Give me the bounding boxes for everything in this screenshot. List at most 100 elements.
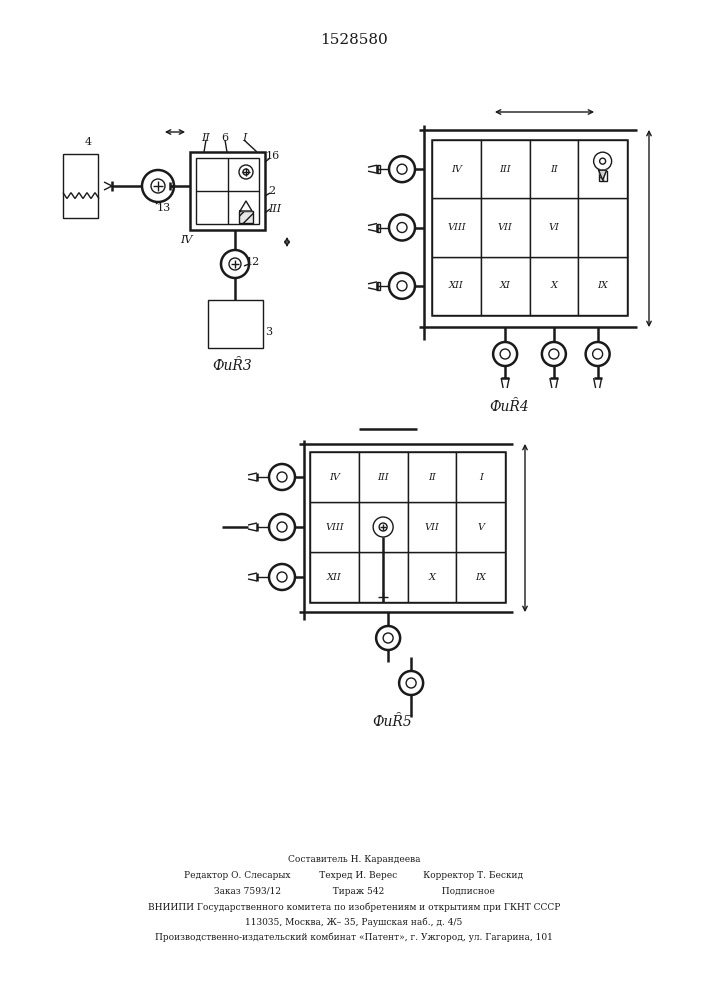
Bar bbox=[310, 502, 358, 552]
Circle shape bbox=[151, 179, 165, 193]
Bar bbox=[377, 282, 380, 290]
Bar bbox=[310, 452, 358, 502]
Text: ФиȒ3: ФиȒ3 bbox=[212, 359, 252, 373]
Bar bbox=[481, 198, 530, 257]
Text: 12: 12 bbox=[246, 257, 260, 267]
Circle shape bbox=[592, 349, 602, 359]
Text: I: I bbox=[479, 473, 483, 482]
Circle shape bbox=[142, 170, 174, 202]
Circle shape bbox=[373, 517, 393, 537]
Text: I: I bbox=[242, 133, 246, 143]
Circle shape bbox=[549, 349, 559, 359]
Bar bbox=[456, 452, 505, 502]
Circle shape bbox=[600, 158, 606, 164]
Circle shape bbox=[269, 514, 295, 540]
Text: IV: IV bbox=[329, 473, 340, 482]
Circle shape bbox=[594, 152, 612, 170]
Bar bbox=[432, 140, 481, 198]
Text: Заказ 7593/12                  Тираж 542                    Подписное: Заказ 7593/12 Тираж 542 Подписное bbox=[214, 888, 494, 896]
Circle shape bbox=[243, 169, 249, 175]
Text: 13: 13 bbox=[157, 203, 171, 213]
Bar bbox=[578, 198, 627, 257]
Circle shape bbox=[389, 273, 415, 299]
Bar bbox=[239, 211, 253, 223]
Bar bbox=[481, 140, 530, 198]
Circle shape bbox=[277, 522, 287, 532]
Bar bbox=[377, 165, 380, 173]
Text: VII: VII bbox=[424, 522, 439, 532]
Bar bbox=[456, 552, 505, 602]
Text: 1528580: 1528580 bbox=[320, 33, 388, 47]
Text: IV: IV bbox=[180, 235, 192, 245]
Bar bbox=[578, 257, 627, 315]
Circle shape bbox=[500, 349, 510, 359]
Text: XII: XII bbox=[449, 281, 464, 290]
Circle shape bbox=[277, 572, 287, 582]
Text: X: X bbox=[428, 572, 436, 582]
Circle shape bbox=[389, 215, 415, 240]
Circle shape bbox=[542, 342, 566, 366]
Circle shape bbox=[221, 250, 249, 278]
Bar bbox=[407, 552, 456, 602]
Circle shape bbox=[399, 671, 423, 695]
Bar bbox=[432, 257, 481, 315]
Circle shape bbox=[379, 523, 387, 531]
Text: X: X bbox=[550, 281, 557, 290]
Text: 2: 2 bbox=[269, 186, 276, 196]
Bar bbox=[530, 198, 578, 257]
Circle shape bbox=[229, 258, 241, 270]
Bar bbox=[358, 552, 407, 602]
Bar bbox=[530, 140, 578, 198]
Bar bbox=[208, 300, 263, 348]
Text: ФиȒ4: ФиȒ4 bbox=[489, 400, 529, 414]
Bar bbox=[599, 171, 607, 181]
Text: VIII: VIII bbox=[447, 223, 466, 232]
Circle shape bbox=[585, 342, 609, 366]
Bar bbox=[432, 140, 627, 315]
Text: IX: IX bbox=[597, 281, 608, 290]
Circle shape bbox=[406, 678, 416, 688]
Bar bbox=[63, 154, 98, 218]
Text: III: III bbox=[499, 165, 511, 174]
Text: VII: VII bbox=[498, 223, 513, 232]
Bar bbox=[196, 158, 259, 224]
Circle shape bbox=[383, 633, 393, 643]
Text: VI: VI bbox=[549, 223, 559, 232]
Bar bbox=[190, 152, 265, 230]
Bar bbox=[358, 452, 407, 502]
Text: II: II bbox=[428, 473, 436, 482]
Text: IV: IV bbox=[451, 165, 462, 174]
Circle shape bbox=[239, 165, 253, 179]
Circle shape bbox=[376, 626, 400, 650]
Text: XI: XI bbox=[500, 281, 510, 290]
Text: Производственно-издательский комбинат «Патент», г. Ужгород, ул. Гагарина, 101: Производственно-издательский комбинат «П… bbox=[155, 932, 553, 942]
Text: III: III bbox=[269, 204, 281, 214]
Text: Составитель Н. Карандеева: Составитель Н. Карандеева bbox=[288, 856, 420, 864]
Polygon shape bbox=[599, 170, 607, 180]
Circle shape bbox=[389, 156, 415, 182]
Text: 3: 3 bbox=[265, 327, 273, 337]
Text: II: II bbox=[550, 165, 558, 174]
Text: 6: 6 bbox=[221, 133, 228, 143]
Circle shape bbox=[269, 564, 295, 590]
Circle shape bbox=[397, 164, 407, 174]
Bar bbox=[432, 198, 481, 257]
Bar bbox=[310, 452, 505, 602]
Text: III: III bbox=[378, 473, 389, 482]
Text: Редактор О. Слесарых          Техред И. Верес         Корректор Т. Бескид: Редактор О. Слесарых Техред И. Верес Кор… bbox=[185, 871, 524, 880]
Bar bbox=[377, 224, 380, 232]
Text: 4: 4 bbox=[84, 137, 92, 147]
Polygon shape bbox=[240, 201, 252, 211]
Bar bbox=[578, 140, 627, 198]
Bar bbox=[407, 502, 456, 552]
Text: VIII: VIII bbox=[325, 522, 344, 532]
Circle shape bbox=[397, 281, 407, 291]
Bar bbox=[358, 502, 407, 552]
Circle shape bbox=[277, 472, 287, 482]
Text: 16: 16 bbox=[266, 151, 280, 161]
Circle shape bbox=[269, 464, 295, 490]
Circle shape bbox=[493, 342, 517, 366]
Bar bbox=[407, 452, 456, 502]
Text: II: II bbox=[201, 133, 211, 143]
Text: ФиȒ5: ФиȒ5 bbox=[372, 715, 412, 729]
